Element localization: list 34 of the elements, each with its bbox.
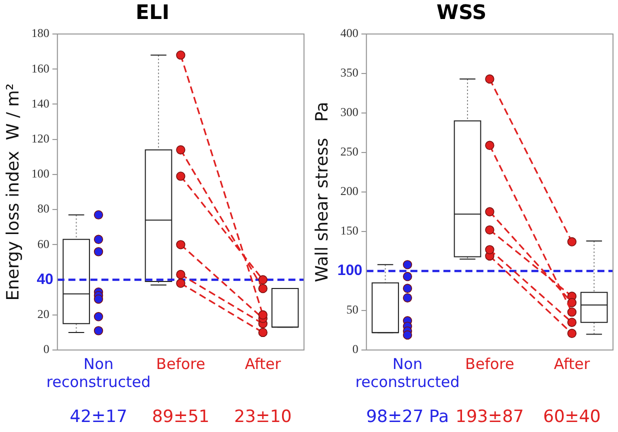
- y-tick-label: 50: [346, 302, 358, 317]
- y-axis-title: Wall shear stress Pa: [312, 102, 333, 282]
- ref-line-label: 40: [36, 270, 54, 288]
- y-tick-label: 160: [31, 61, 50, 76]
- chart-title: ELI: [136, 0, 170, 24]
- y-tick-label: 200: [340, 184, 358, 198]
- y-tick-label: 80: [37, 202, 50, 216]
- y-tick-label: 350: [340, 66, 358, 80]
- x-tick-label: Non reconstructed: [46, 354, 151, 391]
- text: 23±10: [234, 406, 292, 427]
- text: 193±87: [456, 406, 524, 427]
- y-tick-label: 400: [340, 26, 358, 40]
- y-tick-label: 100: [31, 166, 50, 181]
- chart-title: WSS: [436, 0, 486, 24]
- y-tick-label: 0: [352, 342, 358, 356]
- y-tick-label: 20: [37, 307, 50, 322]
- text: 60±40: [543, 406, 601, 427]
- y-tick-label: 120: [31, 131, 50, 146]
- x-tick-label: Before: [465, 354, 514, 373]
- x-tick-label: Non reconstructed: [355, 354, 460, 391]
- text: 89±51: [152, 406, 210, 427]
- text: 42±17: [70, 406, 128, 427]
- y-tick-label: 140: [31, 96, 50, 110]
- y-tick-label: 0: [43, 342, 50, 356]
- y-tick-label: 60: [37, 236, 50, 251]
- text: 98±27 Pa: [366, 406, 449, 427]
- x-tick-label: After: [244, 354, 282, 373]
- y-tick-label: 150: [340, 224, 358, 238]
- y-tick-label: 300: [340, 105, 358, 120]
- y-axis-title: Energy loss index W / m²: [4, 83, 24, 301]
- y-tick-label: 250: [340, 144, 358, 159]
- x-tick-label: Before: [156, 354, 206, 373]
- y-tick-label: 180: [31, 26, 50, 40]
- x-tick-label: After: [554, 354, 591, 373]
